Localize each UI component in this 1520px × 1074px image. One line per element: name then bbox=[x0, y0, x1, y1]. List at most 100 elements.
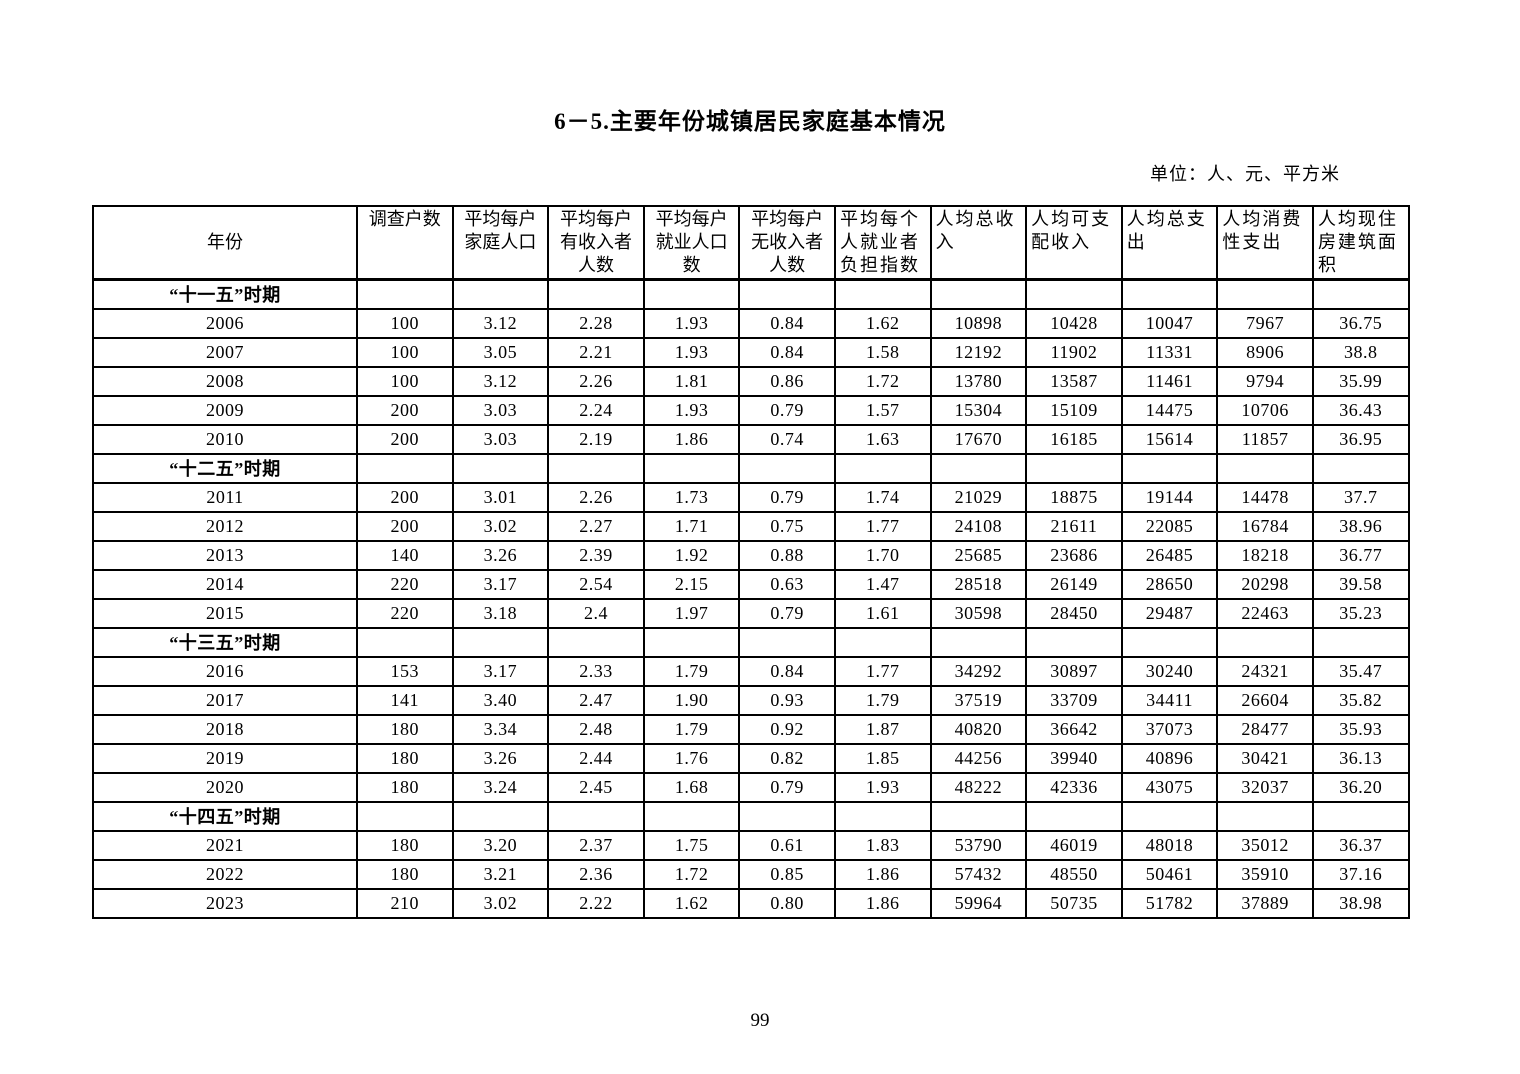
table-row: 2010 200 3.03 2.19 1.86 0.74 1.63 17670 16185 156… bbox=[92, 423, 1410, 455]
data-cell: 1.58 bbox=[833, 336, 932, 368]
data-cell: 18218 bbox=[1216, 539, 1314, 571]
column-header: 人均总收 入 bbox=[929, 205, 1028, 281]
data-cell: 1.87 bbox=[833, 713, 932, 745]
year-cell: 2008 bbox=[92, 365, 358, 397]
data-cell: 100 bbox=[356, 365, 454, 397]
data-cell: 1.92 bbox=[642, 539, 741, 571]
table-row: 2020 180 3.24 2.45 1.68 0.79 1.93 48222 42336 430… bbox=[92, 771, 1410, 803]
data-cell: 43075 bbox=[1120, 771, 1219, 803]
data-cell: 37519 bbox=[929, 684, 1028, 716]
year-cell: 2017 bbox=[92, 684, 358, 716]
data-cell: 2.48 bbox=[547, 713, 645, 745]
empty-cell bbox=[1025, 800, 1123, 832]
empty-cell bbox=[547, 800, 645, 832]
data-cell: 180 bbox=[356, 713, 454, 745]
data-cell: 3.34 bbox=[451, 713, 550, 745]
data-cell: 38.8 bbox=[1311, 336, 1410, 368]
data-cell: 3.26 bbox=[451, 539, 550, 571]
data-cell: 1.97 bbox=[642, 597, 741, 629]
data-cell: 34292 bbox=[929, 655, 1028, 687]
data-cell: 3.03 bbox=[451, 423, 550, 455]
data-cell: 180 bbox=[356, 771, 454, 803]
data-cell: 220 bbox=[356, 568, 454, 600]
data-cell: 10047 bbox=[1120, 307, 1219, 339]
data-cell: 1.86 bbox=[833, 858, 932, 890]
data-cell: 3.02 bbox=[451, 887, 550, 919]
table-row: 2022 180 3.21 2.36 1.72 0.85 1.86 57432 48550 504… bbox=[92, 858, 1410, 890]
data-cell: 1.77 bbox=[833, 510, 932, 542]
data-cell: 36.75 bbox=[1311, 307, 1410, 339]
year-cell: 2006 bbox=[92, 307, 358, 339]
data-cell: 220 bbox=[356, 597, 454, 629]
data-cell: 57432 bbox=[929, 858, 1028, 890]
data-cell: 3.40 bbox=[451, 684, 550, 716]
data-cell: 0.93 bbox=[738, 684, 836, 716]
data-cell: 141 bbox=[356, 684, 454, 716]
data-cell: 36.37 bbox=[1311, 829, 1410, 861]
data-cell: 2.26 bbox=[547, 481, 645, 513]
column-header: 平均每户 家庭人口 bbox=[451, 205, 550, 281]
data-cell: 2.19 bbox=[547, 423, 645, 455]
data-cell: 22085 bbox=[1120, 510, 1219, 542]
data-cell: 15614 bbox=[1120, 423, 1219, 455]
section-row: “十二五”时期 bbox=[92, 452, 1410, 484]
data-cell: 0.92 bbox=[738, 713, 836, 745]
section-label: “十一五”时期 bbox=[92, 278, 358, 310]
data-cell: 36.43 bbox=[1311, 394, 1410, 426]
empty-cell bbox=[1025, 452, 1123, 484]
data-cell: 0.84 bbox=[738, 655, 836, 687]
data-cell: 0.79 bbox=[738, 597, 836, 629]
data-cell: 37.7 bbox=[1311, 481, 1410, 513]
empty-cell bbox=[929, 278, 1028, 310]
year-cell: 2022 bbox=[92, 858, 358, 890]
column-header: 年份 bbox=[92, 205, 358, 281]
section-label: “十二五”时期 bbox=[92, 452, 358, 484]
data-cell: 2.54 bbox=[547, 568, 645, 600]
data-cell: 1.75 bbox=[642, 829, 741, 861]
data-cell: 100 bbox=[356, 307, 454, 339]
column-header: 人均可支 配收入 bbox=[1025, 205, 1123, 281]
data-cell: 24321 bbox=[1216, 655, 1314, 687]
table-row: 2012 200 3.02 2.27 1.71 0.75 1.77 24108 21611 220… bbox=[92, 510, 1410, 542]
table-row: 2014 220 3.17 2.54 2.15 0.63 1.47 28518 26149 286… bbox=[92, 568, 1410, 600]
empty-cell bbox=[1025, 626, 1123, 658]
year-cell: 2021 bbox=[92, 829, 358, 861]
empty-cell bbox=[356, 626, 454, 658]
table-row: 2011 200 3.01 2.26 1.73 0.79 1.74 21029 18875 191… bbox=[92, 481, 1410, 513]
data-cell: 0.86 bbox=[738, 365, 836, 397]
section-label: “十四五”时期 bbox=[92, 800, 358, 832]
data-cell: 0.82 bbox=[738, 742, 836, 774]
data-cell: 21611 bbox=[1025, 510, 1123, 542]
data-cell: 35012 bbox=[1216, 829, 1314, 861]
empty-cell bbox=[833, 452, 932, 484]
data-cell: 1.57 bbox=[833, 394, 932, 426]
table-row: 2019 180 3.26 2.44 1.76 0.82 1.85 44256 39940 408… bbox=[92, 742, 1410, 774]
empty-cell bbox=[738, 278, 836, 310]
data-cell: 50461 bbox=[1120, 858, 1219, 890]
data-cell: 1.79 bbox=[642, 713, 741, 745]
data-cell: 39.58 bbox=[1311, 568, 1410, 600]
data-cell: 35.23 bbox=[1311, 597, 1410, 629]
data-cell: 19144 bbox=[1120, 481, 1219, 513]
data-cell: 2.28 bbox=[547, 307, 645, 339]
data-cell: 3.01 bbox=[451, 481, 550, 513]
empty-cell bbox=[451, 452, 550, 484]
data-cell: 28650 bbox=[1120, 568, 1219, 600]
section-row: “十四五”时期 bbox=[92, 800, 1410, 832]
data-cell: 1.71 bbox=[642, 510, 741, 542]
empty-cell bbox=[642, 800, 741, 832]
empty-cell bbox=[547, 452, 645, 484]
data-cell: 11857 bbox=[1216, 423, 1314, 455]
data-cell: 36642 bbox=[1025, 713, 1123, 745]
data-cell: 0.88 bbox=[738, 539, 836, 571]
data-cell: 8906 bbox=[1216, 336, 1314, 368]
empty-cell bbox=[833, 800, 932, 832]
data-cell: 48222 bbox=[929, 771, 1028, 803]
data-cell: 3.26 bbox=[451, 742, 550, 774]
data-cell: 13587 bbox=[1025, 365, 1123, 397]
data-cell: 42336 bbox=[1025, 771, 1123, 803]
empty-cell bbox=[547, 626, 645, 658]
year-cell: 2015 bbox=[92, 597, 358, 629]
data-cell: 10706 bbox=[1216, 394, 1314, 426]
data-cell: 0.75 bbox=[738, 510, 836, 542]
